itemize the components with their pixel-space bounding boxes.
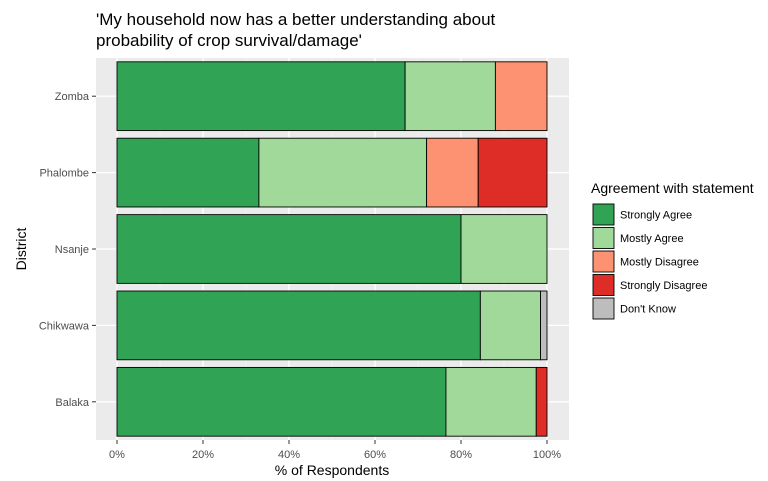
bar-segment [116, 290, 481, 361]
y-axis-title: District [13, 228, 29, 271]
bar-segment [116, 214, 462, 284]
x-tick-label: 60% [364, 449, 386, 461]
bar-segment [258, 137, 428, 208]
y-tick-label: Chikwawa [39, 320, 90, 332]
y-tick-label: Zomba [55, 91, 90, 103]
bar-segment [116, 366, 447, 437]
bar-segment [494, 61, 548, 132]
x-tick-label: 20% [192, 449, 214, 461]
bar-segment [540, 290, 548, 361]
legend-label: Strongly Agree [620, 210, 692, 222]
legend-key [592, 227, 615, 249]
legend-title: Agreement with statement [591, 180, 754, 196]
bar-segment [535, 366, 548, 437]
bar-segment [460, 214, 548, 284]
y-axis-ticks: Zomba Phalombe Nsanje Chikwawa Balaka [39, 91, 96, 409]
bar-segment [479, 290, 542, 361]
legend-label: Mostly Disagree [620, 257, 699, 269]
legend-label: Strongly Disagree [620, 280, 707, 292]
legend-key [592, 274, 615, 296]
bar-segment [445, 366, 537, 437]
legend-key [592, 250, 615, 273]
x-tick-label: 80% [450, 449, 472, 461]
bar-segment [116, 61, 406, 132]
x-axis-title: % of Respondents [275, 462, 389, 478]
y-tick-label: Phalombe [39, 168, 89, 180]
bars [116, 61, 548, 437]
chart-title-line-2: probability of crop survival/damage' [96, 31, 362, 50]
chart-title-line-1: 'My household now has a better understan… [96, 10, 496, 29]
bar-segment [426, 137, 479, 208]
chart-title: 'My household now has a better understan… [96, 10, 496, 50]
y-tick-label: Nsanje [55, 244, 89, 256]
x-axis-ticks: 0% 20% 40% 60% 80% 100% [109, 440, 561, 461]
y-tick-label: Balaka [55, 397, 90, 409]
legend-key [592, 203, 615, 226]
legend: Agreement with statement Strongly Agree M… [591, 180, 754, 320]
legend-items: Strongly Agree Mostly Agree Mostly Disagre… [592, 203, 707, 320]
legend-label: Mostly Agree [620, 233, 684, 245]
x-tick-label: 40% [278, 449, 300, 461]
x-tick-label: 100% [533, 449, 561, 461]
bar-segment [477, 137, 548, 208]
bar-segment [404, 61, 496, 132]
legend-key [592, 297, 615, 320]
x-tick-label: 0% [109, 449, 125, 461]
bar-segment [116, 137, 260, 208]
legend-label: Don't Know [620, 304, 676, 316]
